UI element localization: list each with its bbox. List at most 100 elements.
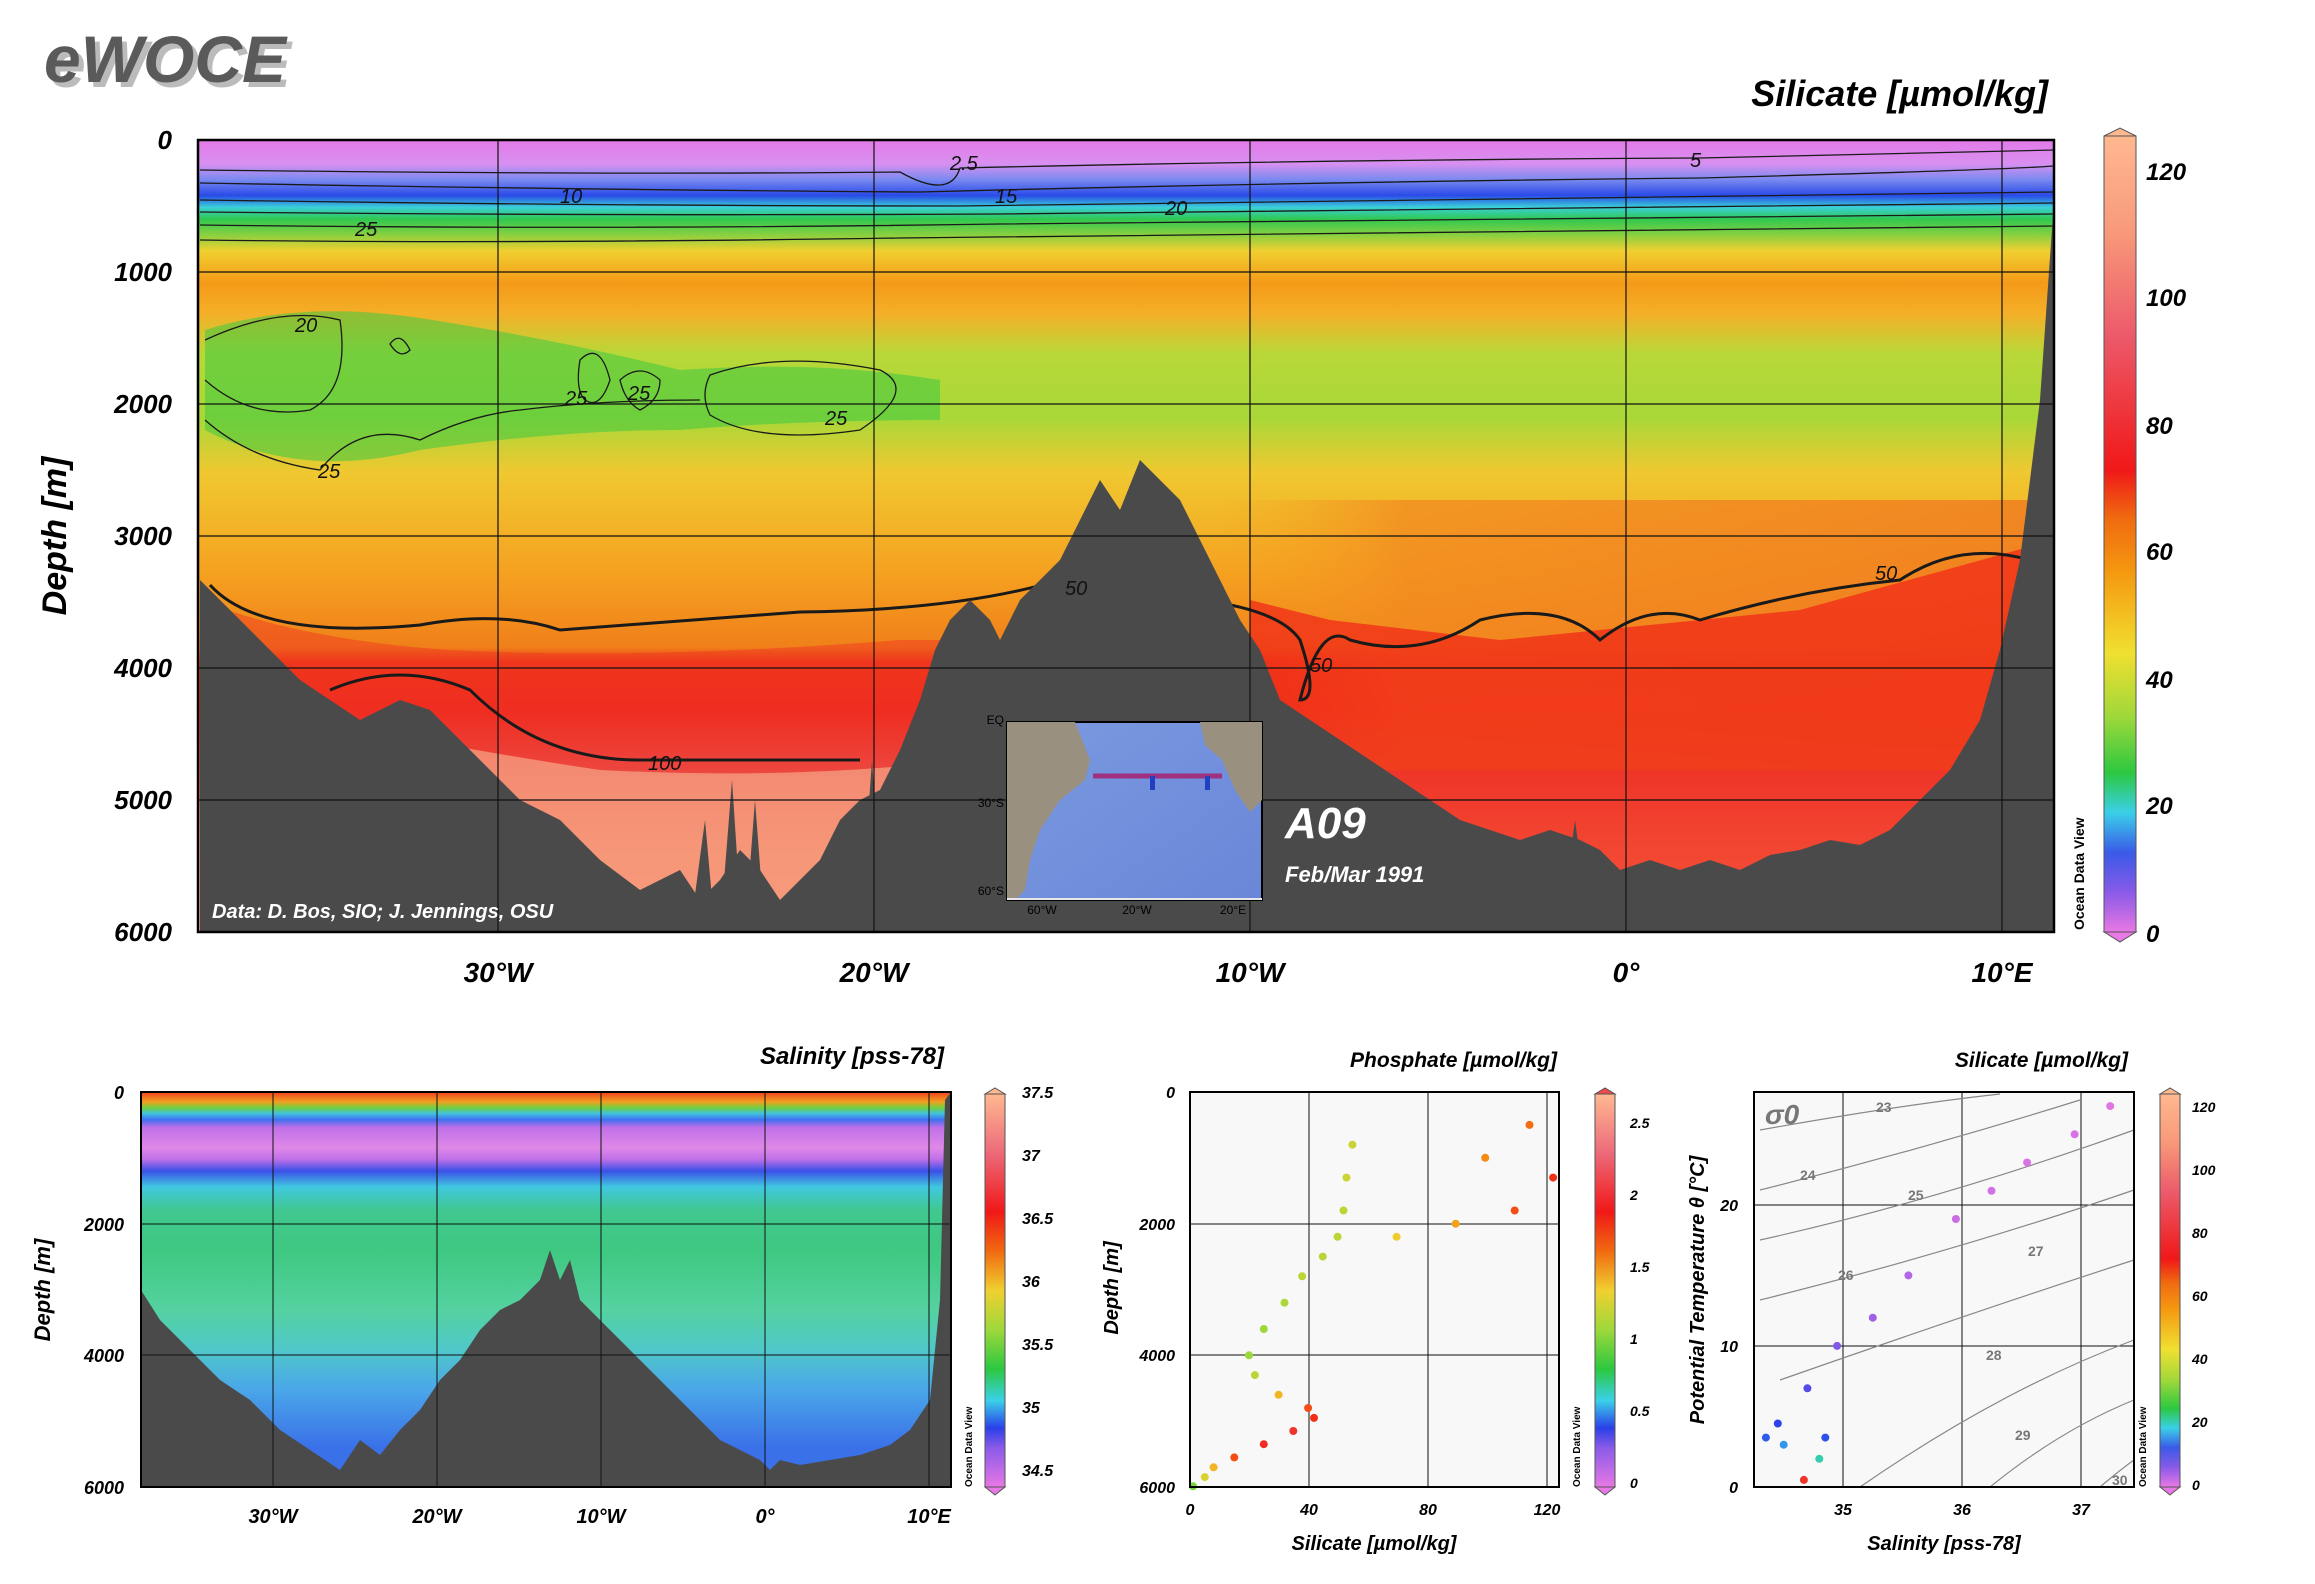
ytick-label: 6000 <box>1139 1480 1175 1497</box>
xtick-label: 0 <box>1186 1502 1195 1519</box>
salinity-bathymetry <box>141 1092 951 1487</box>
colorbar-tick: 80 <box>2192 1225 2208 1241</box>
contour-label: 50 <box>1310 655 1332 677</box>
scatter-point <box>1348 1140 1357 1149</box>
main-contour-labels: 2.5 5 10 15 20 25 20 25 25 25 25 50 50 5… <box>294 150 1897 775</box>
ytick-label: 5000 <box>114 785 172 815</box>
scatter-point <box>1392 1232 1401 1241</box>
xtick-label: 10°W <box>1216 957 1287 988</box>
colorbar-tick: 0 <box>1630 1475 1638 1491</box>
main-xticks: 30°W 20°W 10°W 0° 10°E <box>464 957 2034 988</box>
isopycnal-label: 29 <box>2015 1427 2031 1443</box>
profile-ylabel: Depth [m] <box>1101 1240 1123 1335</box>
colorbar-tick: 0 <box>2146 921 2160 948</box>
section-date: Feb/Mar 1991 <box>1285 862 1424 887</box>
colorbar-label: Ocean Data View <box>1572 1406 1583 1487</box>
salinity-ylabel: Depth [m] <box>30 1238 55 1341</box>
xtick-label: 10°W <box>576 1506 627 1528</box>
isopycnal-label: 26 <box>1838 1267 1854 1283</box>
main-ylabel: Depth [m] <box>36 455 74 615</box>
scatter-point <box>1451 1219 1460 1228</box>
ytick-label: 3000 <box>114 521 172 551</box>
section-name: A09 <box>1284 799 1366 848</box>
isopycnal-label: 24 <box>1800 1167 1816 1183</box>
contour-label: 25 <box>627 383 651 405</box>
ytick-label: 0 <box>1729 1480 1738 1497</box>
salinity-frame <box>140 1091 952 1488</box>
main-silicate-section: Silicate [µmol/kg] <box>36 73 2187 988</box>
ytick-label: 0 <box>114 1083 124 1103</box>
profile-grid <box>1190 1092 1559 1487</box>
salinity-section: Salinity [pss-78] 0 2000 4000 6000 Depth… <box>30 1043 1054 1528</box>
scatter-point <box>1250 1371 1259 1380</box>
contour-label: 2.5 <box>949 153 979 175</box>
ytick-label: 2000 <box>113 389 172 419</box>
isopycnal-label: 27 <box>2028 1243 2044 1259</box>
colorbar-tick: 100 <box>2192 1162 2216 1178</box>
salinity-title: Salinity [pss-78] <box>760 1043 945 1070</box>
scatter-point <box>1761 1433 1770 1442</box>
colorbar-tick: 36.5 <box>1022 1211 1054 1228</box>
ts-colorbar: 120 100 80 60 40 20 0 Ocean Data View <box>2138 1087 2216 1496</box>
ytick-label: 20 <box>1719 1198 1738 1215</box>
africa <box>1200 722 1262 812</box>
scatter-point <box>1289 1427 1298 1435</box>
colorbar-tick: 35.5 <box>1022 1337 1054 1354</box>
colorbar-top-cap <box>2158 1087 2182 1095</box>
ytick-label: 6000 <box>114 917 172 947</box>
colorbar-tick: 36 <box>1022 1274 1040 1291</box>
scatter-point <box>1333 1232 1342 1241</box>
salinity-colorbar: 37.5 37 36.5 36 35.5 35 34.5 Ocean Data … <box>964 1085 1054 1496</box>
scatter-point <box>1259 1325 1268 1333</box>
south-america <box>1007 722 1090 900</box>
colorbar-top-cap <box>1593 1087 1617 1095</box>
contour-label: 25 <box>354 219 378 241</box>
ytick-label: 6000 <box>84 1478 124 1498</box>
isopycnal-labels: 23 24 25 26 27 28 29 30 <box>1800 1099 2128 1488</box>
contour-label: 50 <box>1065 578 1087 600</box>
scatter-point <box>1200 1473 1209 1482</box>
isopycnal-label: 30 <box>2112 1472 2128 1488</box>
colorbar-tick: 0.5 <box>1630 1403 1650 1419</box>
profile-frame <box>1189 1091 1560 1488</box>
scatter-point <box>1951 1215 1960 1223</box>
colorbar-tick: 37.5 <box>1022 1085 1054 1102</box>
colorbar-tick: 100 <box>2146 285 2187 312</box>
ts-xlabel: Salinity [pss-78] <box>1867 1533 2022 1555</box>
scatter-point <box>1209 1463 1218 1472</box>
scatter-point <box>1304 1404 1313 1412</box>
data-credit: Data: D. Bos, SIO; J. Jennings, OSU <box>212 901 554 923</box>
scatter-point <box>1245 1351 1253 1360</box>
contour-label: 25 <box>564 388 588 410</box>
inset-map: EQ 30°S 60°S 60°W 20°W 20°E <box>978 713 1263 917</box>
colorbar-body <box>2159 1093 2181 1488</box>
main-grid <box>198 140 2054 932</box>
profile-plot: Phosphate [µmol/kg] 0 2000 4000 6000 Dep… <box>1101 1049 1650 1555</box>
contour-label: 20 <box>1164 198 1187 220</box>
ts-frame <box>1753 1091 2135 1488</box>
brand-logo: eWOCE <box>44 22 288 96</box>
colorbar-tick: 0 <box>2192 1477 2200 1493</box>
contour-label: 20 <box>294 315 317 337</box>
xtick-label: 10°E <box>907 1506 951 1528</box>
ytick-label: 4000 <box>113 653 172 683</box>
colorbar-bottom-cap <box>983 1486 1007 1496</box>
colorbar-label: Ocean Data View <box>964 1406 975 1487</box>
scatter-point <box>1510 1206 1519 1215</box>
ts-title: Silicate [µmol/kg] <box>1955 1049 2129 1072</box>
xtick-label: 30°W <box>464 957 535 988</box>
ytick-label: 0 <box>158 125 173 155</box>
main-colorbar: 120 100 80 60 40 20 0 Ocean Data View <box>2071 127 2187 948</box>
colorbar-tick: 40 <box>2145 667 2173 694</box>
colorbar-tick: 60 <box>2192 1288 2208 1304</box>
colorbar-top-cap <box>983 1087 1007 1095</box>
xtick-label: 37 <box>2072 1502 2091 1519</box>
isopycnal-label: 23 <box>1876 1099 1892 1115</box>
profile-points <box>1189 1120 1558 1491</box>
colorbar-tick: 60 <box>2146 539 2173 566</box>
ytick-label: 2000 <box>1138 1217 1175 1234</box>
scatter-point <box>1230 1453 1239 1462</box>
xtick-label: 40 <box>1299 1502 1318 1519</box>
main-frame <box>196 138 2056 934</box>
